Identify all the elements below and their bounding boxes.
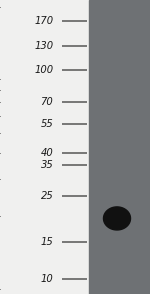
Text: 40: 40 — [40, 148, 53, 158]
Text: 35: 35 — [40, 160, 53, 170]
Bar — [89, 0, 150, 294]
Text: 55: 55 — [40, 119, 53, 129]
Text: 25: 25 — [40, 191, 53, 201]
Text: 15: 15 — [40, 237, 53, 247]
Text: 100: 100 — [34, 65, 53, 75]
Text: 70: 70 — [40, 97, 53, 107]
Polygon shape — [103, 207, 130, 230]
Text: 10: 10 — [40, 274, 53, 284]
Bar — [0, 0, 89, 294]
Text: 170: 170 — [34, 16, 53, 26]
Text: 130: 130 — [34, 41, 53, 51]
